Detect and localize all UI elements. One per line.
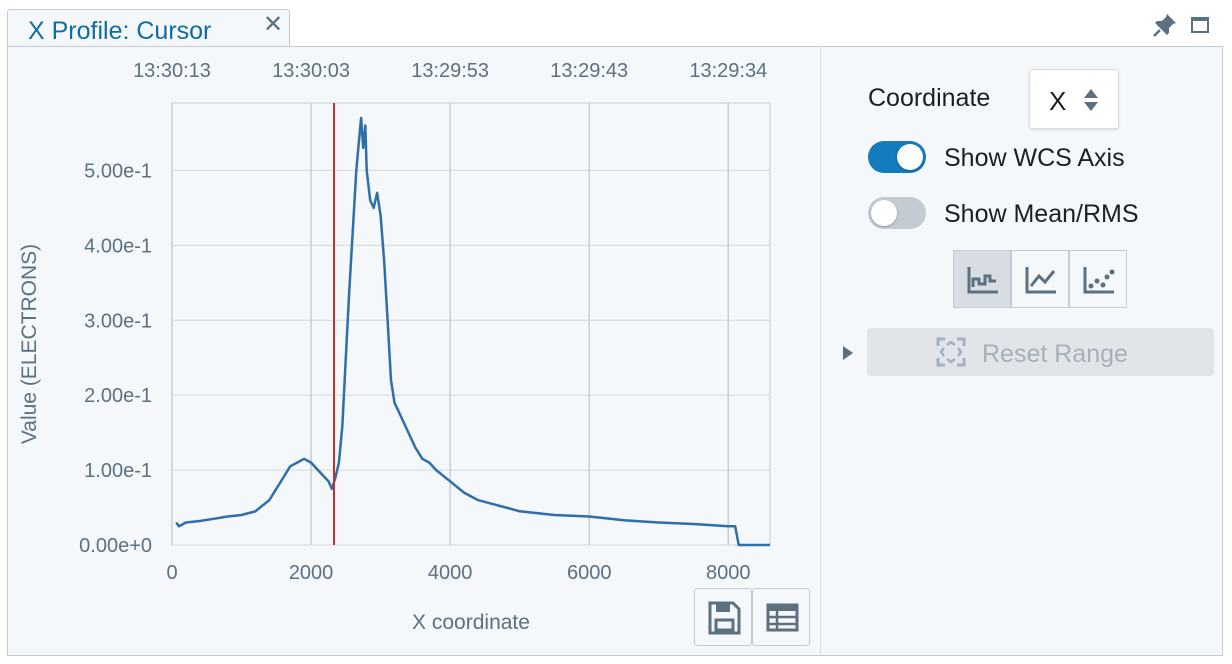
y-tick-label: 4.00e-1 — [84, 235, 152, 257]
top-axis-label: 13:29:43 — [550, 60, 628, 82]
y-tick-label: 2.00e-1 — [84, 385, 152, 407]
reset-range-label: Reset Range — [982, 340, 1128, 368]
show-wcs-axis-toggle[interactable] — [868, 141, 926, 173]
save-icon — [708, 601, 741, 635]
pin-icon[interactable] — [1151, 11, 1179, 39]
plot-area — [171, 102, 771, 546]
maximize-icon[interactable] — [1191, 17, 1209, 33]
coordinate-label: Coordinate — [868, 84, 991, 112]
y-tick-label: 0.00e+0 — [79, 535, 152, 557]
y-tick-label: 5.00e-1 — [84, 160, 152, 182]
show-mean-rms-label: Show Mean/RMS — [944, 200, 1139, 228]
reset-range-button[interactable]: Reset Range — [867, 328, 1214, 376]
double-caret-icon — [1084, 89, 1098, 111]
profile-settings: Coordinate X Show WCS Axis Show Mean/RMS — [821, 47, 1223, 655]
line-plot-icon — [1025, 267, 1056, 294]
coordinate-value: X — [1049, 86, 1067, 116]
profile-plot[interactable]: 0.00e+0 1.00e-1 2.00e-1 3.00e-1 4.00e-1 5.00e… — [8, 47, 810, 655]
tab-x-profile[interactable]: X Profile: Cursor ✕ — [7, 9, 290, 47]
save-button[interactable] — [694, 588, 752, 646]
x-tick-label: 8000 — [706, 562, 751, 584]
show-wcs-axis-label: Show WCS Axis — [944, 144, 1125, 172]
x-axis-label: X coordinate — [412, 611, 530, 634]
table-button[interactable] — [752, 588, 810, 646]
caret-right-icon[interactable] — [843, 346, 853, 360]
y-tick-label: 1.00e-1 — [84, 460, 152, 482]
panel-divider — [820, 47, 821, 655]
table-icon — [766, 603, 799, 632]
x-tick-label: 4000 — [428, 562, 473, 584]
top-axis-label: 13:29:34 — [689, 60, 767, 82]
zoom-to-fit-icon — [936, 337, 966, 367]
top-axis-label: 13:30:13 — [133, 60, 211, 82]
profile-series-line — [175, 116, 770, 547]
close-icon[interactable]: ✕ — [263, 11, 284, 38]
top-axis-label: 13:30:03 — [272, 60, 350, 82]
x-tick-label: 2000 — [289, 562, 334, 584]
step-plot-button[interactable] — [953, 250, 1011, 308]
coordinate-select[interactable]: X — [1029, 69, 1119, 129]
x-tick-label: 0 — [166, 562, 177, 584]
profile-panel: 0.00e+0 1.00e-1 2.00e-1 3.00e-1 4.00e-1 5.00e… — [7, 46, 1223, 656]
show-mean-rms-toggle[interactable] — [868, 197, 926, 229]
line-plot-button[interactable] — [1011, 250, 1069, 308]
tab-bar: X Profile: Cursor ✕ — [0, 0, 1232, 47]
scatter-plot-button[interactable] — [1069, 250, 1127, 308]
y-tick-label: 3.00e-1 — [84, 310, 152, 332]
step-plot-icon — [967, 267, 998, 294]
top-axis-label: 13:29:53 — [411, 60, 489, 82]
x-tick-label: 6000 — [567, 562, 612, 584]
y-axis-label: Value (ELECTRONS) — [18, 244, 41, 444]
scatter-plot-icon — [1083, 267, 1115, 294]
plot-type-group — [953, 250, 1129, 308]
profile-chart[interactable]: 0.00e+0 1.00e-1 2.00e-1 3.00e-1 4.00e-1 5.00e… — [8, 47, 808, 655]
tab-title: X Profile: Cursor — [28, 17, 212, 45]
